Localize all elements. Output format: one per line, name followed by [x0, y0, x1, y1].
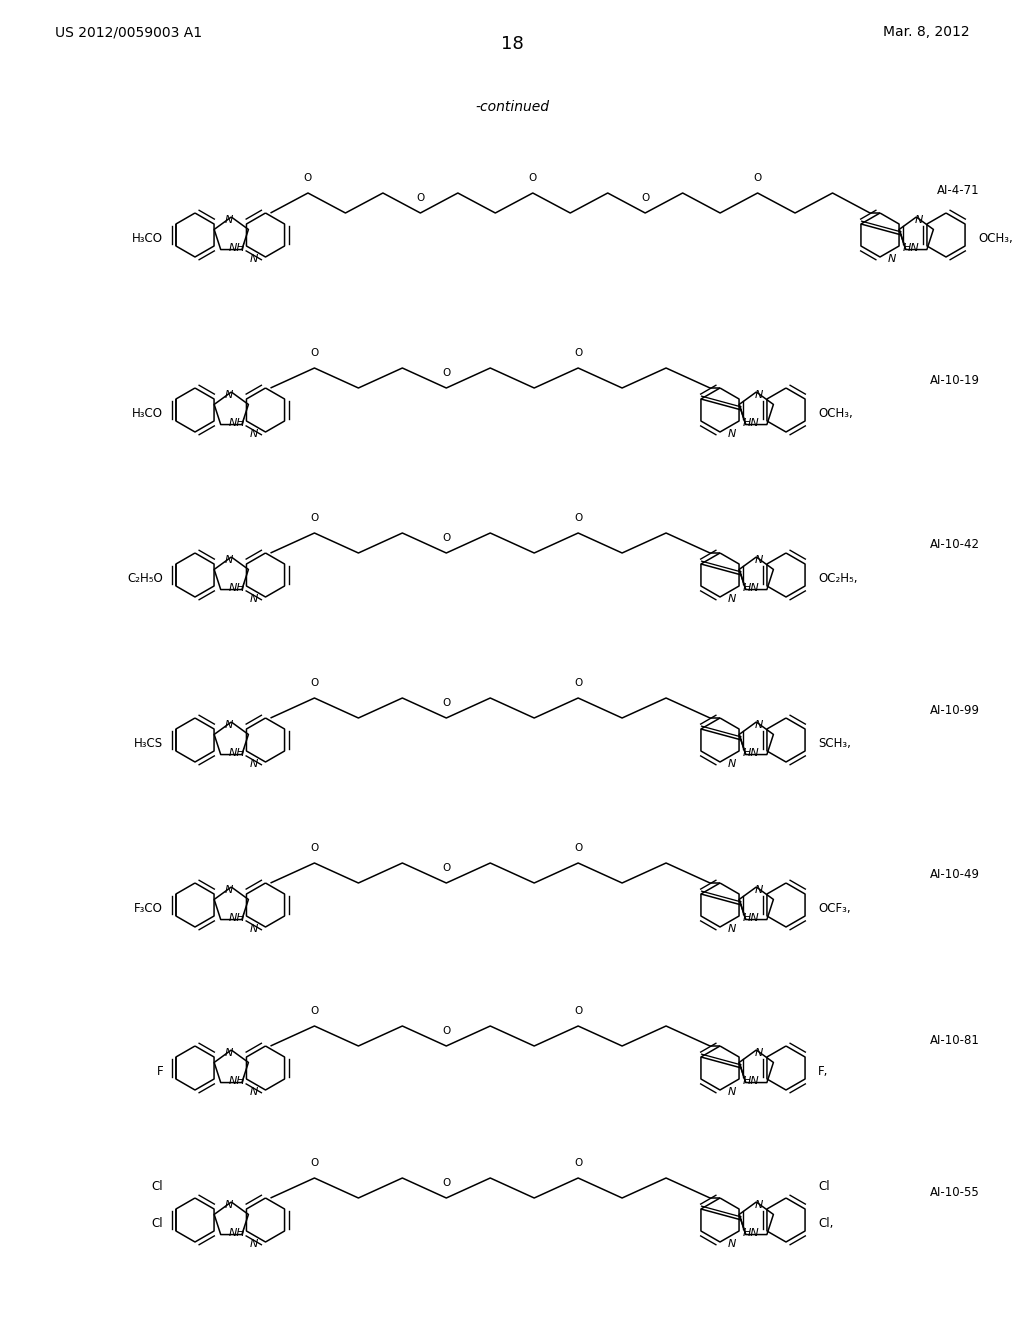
Text: N: N — [755, 1048, 763, 1057]
Text: H₃CO: H₃CO — [132, 407, 163, 420]
Text: O: O — [310, 1006, 318, 1016]
Text: C₂H₅O: C₂H₅O — [127, 572, 163, 585]
Text: -continued: -continued — [475, 100, 549, 114]
Text: O: O — [442, 698, 451, 708]
Text: N: N — [755, 719, 763, 730]
Text: OCF₃,: OCF₃, — [818, 902, 851, 915]
Text: O: O — [416, 193, 425, 203]
Text: AI-4-71: AI-4-71 — [937, 183, 980, 197]
Text: O: O — [310, 843, 318, 853]
Text: NH: NH — [228, 912, 245, 923]
Text: N: N — [249, 1088, 258, 1097]
Text: Cl,: Cl, — [818, 1217, 834, 1230]
Text: N: N — [728, 1239, 736, 1249]
Text: HN: HN — [742, 582, 759, 593]
Text: O: O — [528, 173, 537, 183]
Text: AI-10-81: AI-10-81 — [930, 1034, 980, 1047]
Text: AI-10-55: AI-10-55 — [930, 1185, 980, 1199]
Text: O: O — [442, 1026, 451, 1036]
Text: O: O — [641, 193, 649, 203]
Text: N: N — [249, 594, 258, 605]
Text: O: O — [304, 173, 312, 183]
Text: NH: NH — [228, 243, 245, 252]
Text: O: O — [574, 513, 583, 523]
Text: NH: NH — [228, 1228, 245, 1238]
Text: N: N — [888, 255, 896, 264]
Text: HN: HN — [902, 243, 920, 252]
Text: N: N — [224, 215, 232, 224]
Text: O: O — [310, 678, 318, 688]
Text: O: O — [574, 843, 583, 853]
Text: F₃CO: F₃CO — [134, 902, 163, 915]
Text: NH: NH — [228, 1076, 245, 1085]
Text: Cl: Cl — [152, 1217, 163, 1230]
Text: NH: NH — [228, 417, 245, 428]
Text: N: N — [728, 759, 736, 770]
Text: N: N — [224, 554, 232, 565]
Text: N: N — [249, 255, 258, 264]
Text: Cl: Cl — [152, 1180, 163, 1193]
Text: O: O — [574, 1158, 583, 1168]
Text: O: O — [442, 863, 451, 873]
Text: NH: NH — [228, 582, 245, 593]
Text: NH: NH — [228, 747, 245, 758]
Text: O: O — [310, 1158, 318, 1168]
Text: O: O — [574, 1006, 583, 1016]
Text: N: N — [728, 1088, 736, 1097]
Text: AI-10-49: AI-10-49 — [930, 869, 980, 882]
Text: N: N — [755, 554, 763, 565]
Text: N: N — [755, 389, 763, 400]
Text: 18: 18 — [501, 36, 523, 53]
Text: N: N — [224, 1048, 232, 1057]
Text: O: O — [310, 348, 318, 358]
Text: HN: HN — [742, 912, 759, 923]
Text: F: F — [157, 1065, 163, 1078]
Text: H₃CO: H₃CO — [132, 232, 163, 244]
Text: O: O — [442, 1177, 451, 1188]
Text: AI-10-19: AI-10-19 — [930, 374, 980, 387]
Text: N: N — [224, 884, 232, 895]
Text: N: N — [728, 594, 736, 605]
Text: HN: HN — [742, 1228, 759, 1238]
Text: N: N — [914, 215, 924, 224]
Text: O: O — [754, 173, 762, 183]
Text: SCH₃,: SCH₃, — [818, 737, 851, 750]
Text: F,: F, — [818, 1065, 828, 1078]
Text: AI-10-42: AI-10-42 — [930, 539, 980, 552]
Text: US 2012/0059003 A1: US 2012/0059003 A1 — [55, 25, 202, 40]
Text: O: O — [310, 513, 318, 523]
Text: Cl: Cl — [818, 1180, 829, 1193]
Text: OCH₃,: OCH₃, — [978, 232, 1013, 244]
Text: H₃CS: H₃CS — [134, 737, 163, 750]
Text: HN: HN — [742, 747, 759, 758]
Text: OCH₃,: OCH₃, — [818, 407, 853, 420]
Text: O: O — [574, 678, 583, 688]
Text: O: O — [442, 533, 451, 543]
Text: OC₂H₅,: OC₂H₅, — [818, 572, 857, 585]
Text: N: N — [728, 429, 736, 440]
Text: O: O — [442, 368, 451, 378]
Text: N: N — [249, 924, 258, 935]
Text: N: N — [224, 389, 232, 400]
Text: N: N — [249, 429, 258, 440]
Text: N: N — [728, 924, 736, 935]
Text: N: N — [249, 759, 258, 770]
Text: N: N — [224, 1200, 232, 1209]
Text: N: N — [755, 1200, 763, 1209]
Text: HN: HN — [742, 1076, 759, 1085]
Text: N: N — [755, 884, 763, 895]
Text: HN: HN — [742, 417, 759, 428]
Text: AI-10-99: AI-10-99 — [930, 704, 980, 717]
Text: O: O — [574, 348, 583, 358]
Text: N: N — [224, 719, 232, 730]
Text: Mar. 8, 2012: Mar. 8, 2012 — [884, 25, 970, 40]
Text: N: N — [249, 1239, 258, 1249]
